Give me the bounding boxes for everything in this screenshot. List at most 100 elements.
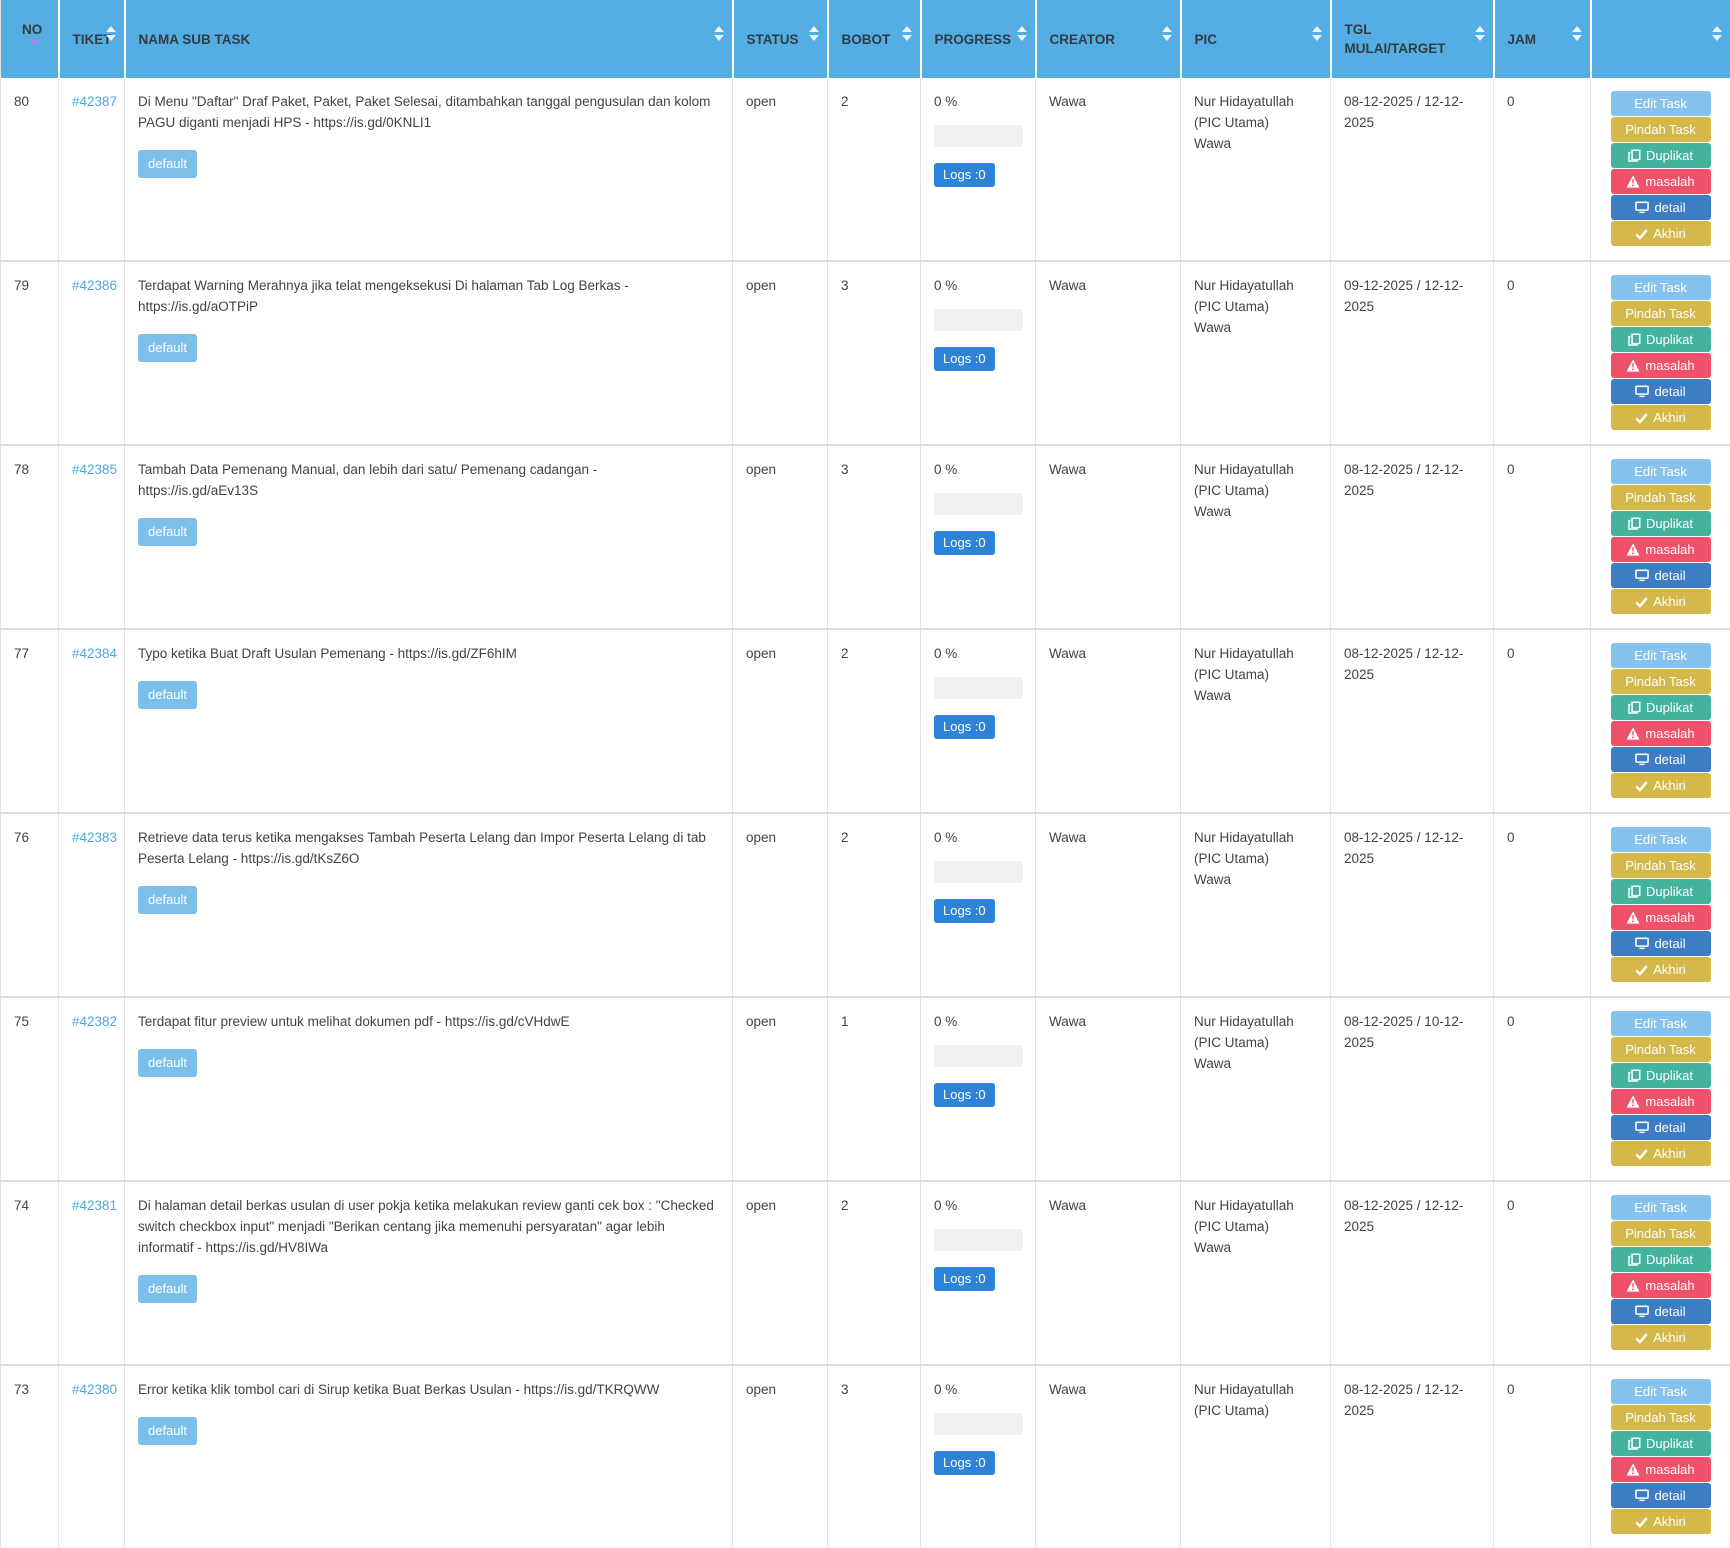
ticket-link[interactable]: #42381 — [72, 1198, 117, 1213]
ticket-link[interactable]: #42385 — [72, 462, 117, 477]
pindah-task-button[interactable]: Pindah Task — [1611, 1405, 1711, 1430]
date-range: 08-12-2025 / 12-12-2025 — [1331, 78, 1494, 261]
pindah-task-button[interactable]: Pindah Task — [1611, 1221, 1711, 1246]
col-header-jam[interactable]: JAM — [1494, 0, 1591, 78]
col-header-tiket[interactable]: TIKET — [59, 0, 125, 78]
logs-button[interactable]: Logs :0 — [934, 163, 995, 187]
logs-button[interactable]: Logs :0 — [934, 899, 995, 923]
pindah-task-button[interactable]: Pindah Task — [1611, 853, 1711, 878]
pindah-task-button[interactable]: Pindah Task — [1611, 485, 1711, 510]
table-row: 76 #42383 Retrieve data terus ketika men… — [1, 813, 1730, 997]
masalah-button[interactable]: masalah — [1611, 721, 1711, 746]
akhiri-button[interactable]: Akhiri — [1611, 1325, 1711, 1350]
detail-label: detail — [1654, 1488, 1685, 1503]
detail-button[interactable]: detail — [1611, 379, 1711, 404]
pindah-task-button[interactable]: Pindah Task — [1611, 669, 1711, 694]
copy-icon — [1628, 1437, 1641, 1450]
edit-task-button[interactable]: Edit Task — [1611, 1379, 1711, 1404]
status-value: open — [733, 1365, 828, 1548]
table-row: 73 #42380 Error ketika klik tombol cari … — [1, 1365, 1730, 1548]
masalah-button[interactable]: masalah — [1611, 537, 1711, 562]
akhiri-button[interactable]: Akhiri — [1611, 1509, 1711, 1534]
duplikat-button[interactable]: Duplikat — [1611, 511, 1711, 536]
pic-cell: Nur Hidayatullah (PIC Utama) Wawa — [1181, 1181, 1331, 1365]
logs-button[interactable]: Logs :0 — [934, 1083, 995, 1107]
masalah-button[interactable]: masalah — [1611, 169, 1711, 194]
row-number: 80 — [1, 78, 59, 261]
detail-label: detail — [1654, 1304, 1685, 1319]
col-header-bobot[interactable]: BOBOT — [828, 0, 921, 78]
copy-icon — [1628, 701, 1641, 714]
ticket-link[interactable]: #42387 — [72, 94, 117, 109]
logs-button[interactable]: Logs :0 — [934, 531, 995, 555]
ticket-link[interactable]: #42382 — [72, 1014, 117, 1029]
col-header-no[interactable]: NO — [1, 0, 59, 78]
edit-task-button[interactable]: Edit Task — [1611, 1195, 1711, 1220]
col-header-progress[interactable]: PROGRESS — [921, 0, 1036, 78]
duplikat-button[interactable]: Duplikat — [1611, 1247, 1711, 1272]
duplikat-button[interactable]: Duplikat — [1611, 143, 1711, 168]
progress-bar — [934, 125, 1023, 147]
pindah-task-button[interactable]: Pindah Task — [1611, 117, 1711, 142]
duplikat-button[interactable]: Duplikat — [1611, 1431, 1711, 1456]
edit-task-button[interactable]: Edit Task — [1611, 643, 1711, 668]
ticket-link[interactable]: #42384 — [72, 646, 117, 661]
logs-button[interactable]: Logs :0 — [934, 715, 995, 739]
duplikat-button[interactable]: Duplikat — [1611, 1063, 1711, 1088]
masalah-button[interactable]: masalah — [1611, 1457, 1711, 1482]
ticket-link[interactable]: #42380 — [72, 1382, 117, 1397]
logs-button[interactable]: Logs :0 — [934, 1451, 995, 1475]
detail-label: detail — [1654, 200, 1685, 215]
masalah-button[interactable]: masalah — [1611, 905, 1711, 930]
pindah-task-button[interactable]: Pindah Task — [1611, 301, 1711, 326]
detail-button[interactable]: detail — [1611, 1483, 1711, 1508]
edit-task-button[interactable]: Edit Task — [1611, 459, 1711, 484]
creator-value: Wawa — [1036, 78, 1181, 261]
logs-button[interactable]: Logs :0 — [934, 347, 995, 371]
pindah-task-button[interactable]: Pindah Task — [1611, 1037, 1711, 1062]
detail-button[interactable]: detail — [1611, 1299, 1711, 1324]
akhiri-button[interactable]: Akhiri — [1611, 221, 1711, 246]
task-description: Terdapat fitur preview untuk melihat dok… — [138, 1011, 719, 1032]
col-header-pic[interactable]: PIC — [1181, 0, 1331, 78]
logs-button[interactable]: Logs :0 — [934, 1267, 995, 1291]
edit-task-button[interactable]: Edit Task — [1611, 1011, 1711, 1036]
detail-button[interactable]: detail — [1611, 747, 1711, 772]
masalah-button[interactable]: masalah — [1611, 1089, 1711, 1114]
akhiri-button[interactable]: Akhiri — [1611, 589, 1711, 614]
detail-button[interactable]: detail — [1611, 931, 1711, 956]
row-number: 78 — [1, 445, 59, 629]
edit-task-button[interactable]: Edit Task — [1611, 827, 1711, 852]
duplikat-button[interactable]: Duplikat — [1611, 695, 1711, 720]
duplikat-button[interactable]: Duplikat — [1611, 327, 1711, 352]
detail-button[interactable]: detail — [1611, 563, 1711, 588]
row-number: 77 — [1, 629, 59, 813]
check-icon — [1635, 228, 1648, 240]
creator-value: Wawa — [1036, 1181, 1181, 1365]
col-header-status[interactable]: STATUS — [733, 0, 828, 78]
monitor-icon — [1635, 1121, 1649, 1134]
akhiri-button[interactable]: Akhiri — [1611, 1141, 1711, 1166]
detail-button[interactable]: detail — [1611, 1115, 1711, 1140]
masalah-button[interactable]: masalah — [1611, 353, 1711, 378]
pindah-task-label: Pindah Task — [1625, 1042, 1696, 1057]
col-header-actions[interactable] — [1591, 0, 1730, 78]
akhiri-button[interactable]: Akhiri — [1611, 957, 1711, 982]
duplikat-button[interactable]: Duplikat — [1611, 879, 1711, 904]
detail-button[interactable]: detail — [1611, 195, 1711, 220]
masalah-button[interactable]: masalah — [1611, 1273, 1711, 1298]
ticket-link[interactable]: #42386 — [72, 278, 117, 293]
akhiri-button[interactable]: Akhiri — [1611, 405, 1711, 430]
col-header-creator[interactable]: CREATOR — [1036, 0, 1181, 78]
col-header-tgl-mulai-target[interactable]: TGL MULAI/TARGET — [1331, 0, 1494, 78]
default-badge: default — [138, 518, 197, 546]
progress-percent: 0 % — [934, 1195, 1022, 1216]
edit-task-button[interactable]: Edit Task — [1611, 91, 1711, 116]
masalah-label: masalah — [1645, 1462, 1694, 1477]
ticket-link[interactable]: #42383 — [72, 830, 117, 845]
akhiri-button[interactable]: Akhiri — [1611, 773, 1711, 798]
col-header-nama-sub-task[interactable]: NAMA SUB TASK — [125, 0, 733, 78]
warning-icon — [1626, 1463, 1640, 1476]
edit-task-button[interactable]: Edit Task — [1611, 275, 1711, 300]
bobot-value: 2 — [828, 813, 921, 997]
